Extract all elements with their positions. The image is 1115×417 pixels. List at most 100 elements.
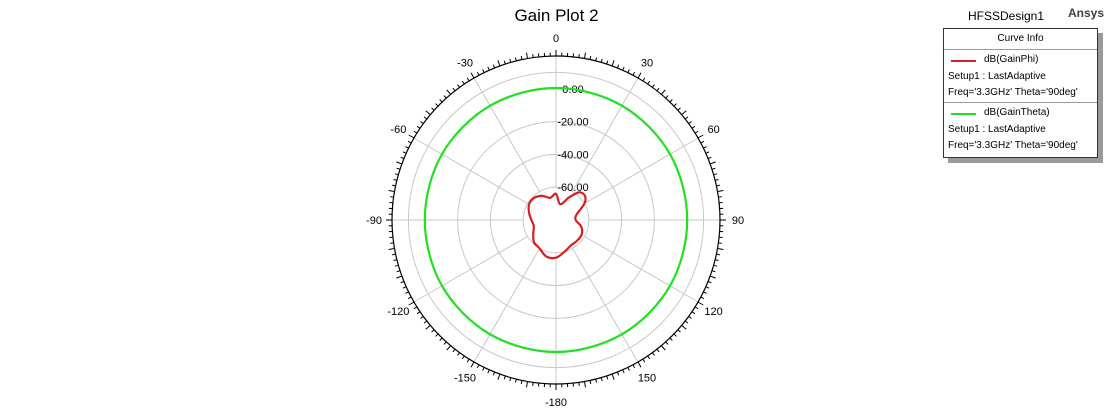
angle-tick xyxy=(509,377,512,382)
legend-swatch-gaintheta xyxy=(951,113,976,115)
angle-tick xyxy=(600,58,603,63)
angle-tick xyxy=(715,259,719,262)
angle-tick xyxy=(425,325,431,330)
angle-tick xyxy=(589,380,592,384)
angle-tick xyxy=(405,291,409,294)
angle-tick xyxy=(627,69,630,73)
legend-entry-setup: Setup1 : LastAdaptive xyxy=(948,124,1046,135)
legend-entry-gaintheta[interactable]: dB(GainTheta) Setup1 : LastAdaptive Freq… xyxy=(944,102,1097,155)
angle-tick xyxy=(439,99,443,103)
angle-tick xyxy=(476,71,480,76)
chart-title: Gain Plot 2 xyxy=(514,6,599,25)
angle-tick xyxy=(431,329,435,333)
angle-tick xyxy=(711,270,716,273)
series-line-db-gaintheta xyxy=(423,86,689,354)
angle-tick xyxy=(589,56,592,60)
angle-tick-label: 90 xyxy=(732,215,744,227)
angle-tick xyxy=(388,189,395,193)
angle-tick xyxy=(632,71,636,76)
angle-tick-label: -180 xyxy=(545,397,567,409)
angle-tick xyxy=(703,291,707,294)
angle-tick xyxy=(669,99,673,103)
angle-tick xyxy=(466,358,470,363)
angle-tick xyxy=(647,80,651,85)
angle-tick xyxy=(700,140,705,144)
design-name: HFSSDesign1 xyxy=(968,9,1045,23)
angle-tick xyxy=(684,320,689,324)
angle-tick xyxy=(647,355,651,360)
angle-tick xyxy=(642,77,646,82)
angle-tick xyxy=(482,69,485,73)
angle-tick xyxy=(583,52,587,59)
angle-tick xyxy=(642,358,646,363)
legend-entry-name: dB(GainTheta) xyxy=(984,107,1050,118)
angle-tick xyxy=(595,379,598,383)
angle-tick xyxy=(713,173,718,176)
angle-tick xyxy=(606,60,609,65)
angle-tick xyxy=(452,348,456,353)
radial-tick-label: -60.00 xyxy=(557,182,588,194)
angle-tick xyxy=(461,355,465,360)
angle-tick xyxy=(423,320,428,324)
angle-tick xyxy=(709,275,716,279)
legend[interactable]: Curve Info dB(GainPhi) Setup1 : LastAdap… xyxy=(943,28,1098,158)
angle-tick xyxy=(396,270,401,273)
angle-tick xyxy=(503,375,506,380)
angle-tick xyxy=(525,381,529,388)
angle-tick-label: 30 xyxy=(641,57,653,69)
angle-tick xyxy=(396,161,403,165)
angle-tick xyxy=(622,66,625,71)
angle-tick xyxy=(661,89,666,95)
angle-tick xyxy=(705,151,710,154)
angle-tick xyxy=(443,95,447,99)
angle-tick xyxy=(681,325,687,330)
angle-tick xyxy=(688,315,692,319)
angle-tick xyxy=(425,110,431,115)
angle-tick-label: -120 xyxy=(387,306,409,318)
angle-tick xyxy=(470,361,475,368)
angle-tick xyxy=(717,247,724,251)
angle-tick xyxy=(514,379,517,383)
angle-tick xyxy=(482,367,485,371)
legend-entry-freq: Freq='3.3GHz' Theta='90deg' xyxy=(948,140,1078,151)
angle-tick xyxy=(681,110,687,115)
grid-circle xyxy=(522,186,590,254)
angle-tick xyxy=(707,156,712,160)
angle-tick xyxy=(402,151,407,154)
angle-tick-label: 120 xyxy=(704,306,722,318)
angle-tick xyxy=(715,178,719,181)
angle-tick xyxy=(651,84,655,88)
angle-tick xyxy=(393,259,397,262)
angle-tick xyxy=(520,380,523,384)
angle-tick xyxy=(470,72,475,79)
angle-tick xyxy=(408,301,415,306)
angle-tick xyxy=(396,167,401,170)
angle-tick-label: 60 xyxy=(707,124,719,136)
angle-tick xyxy=(400,280,405,284)
angle-tick xyxy=(497,373,501,380)
angle-tick-label: -90 xyxy=(366,215,382,227)
angle-tick xyxy=(420,315,424,319)
angle-tick xyxy=(694,130,699,134)
angle-tick xyxy=(665,341,669,345)
angle-tick xyxy=(705,286,710,289)
angle-tick xyxy=(394,173,399,176)
angle-tick-label: -150 xyxy=(454,373,476,385)
angle-tick xyxy=(707,280,712,284)
legend-entry-gainphi[interactable]: dB(GainPhi) Setup1 : LastAdaptive Freq='… xyxy=(944,50,1097,102)
angle-tick xyxy=(691,311,696,315)
angle-tick xyxy=(616,371,620,376)
angle-tick xyxy=(457,352,461,356)
angle-tick xyxy=(600,377,603,382)
legend-entry-freq: Freq='3.3GHz' Theta='90deg' xyxy=(948,87,1078,98)
grid-spoke xyxy=(584,235,699,303)
angle-tick xyxy=(514,57,517,61)
brand-logo: Ansys xyxy=(1068,6,1105,20)
angle-tick xyxy=(446,345,451,351)
angle-tick xyxy=(413,130,418,134)
angle-tick xyxy=(396,275,403,279)
angle-tick xyxy=(651,352,655,356)
legend-entry-name: dB(GainPhi) xyxy=(984,54,1039,65)
angle-tick xyxy=(392,184,396,187)
